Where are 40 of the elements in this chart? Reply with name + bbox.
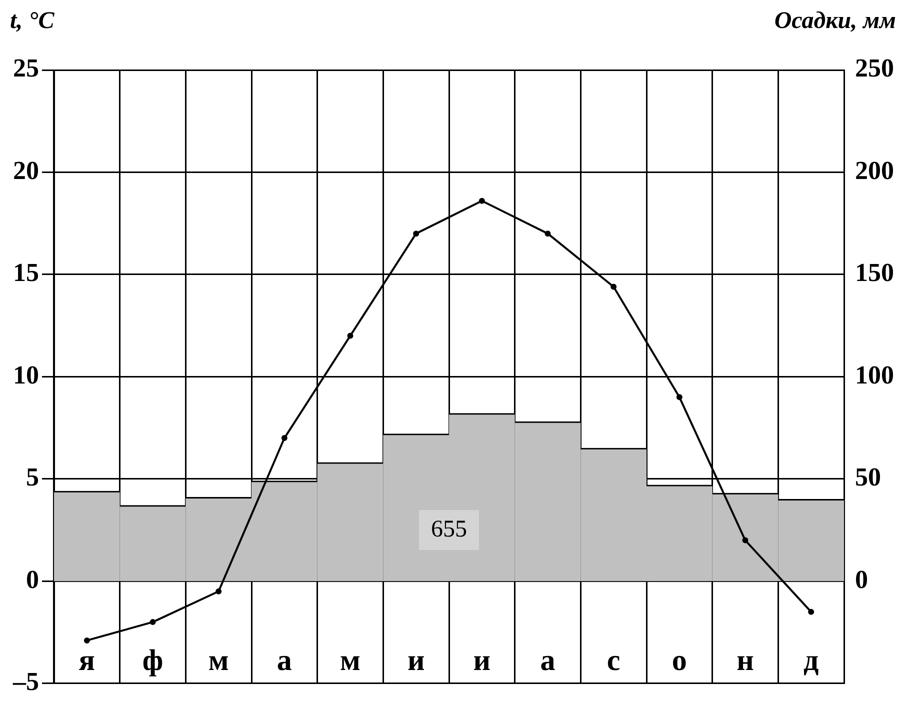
y2-tick-label: 250 xyxy=(855,54,894,83)
point xyxy=(413,230,420,237)
point xyxy=(610,284,617,290)
y-tick-label: 5 xyxy=(26,462,39,492)
x-tick-label: н xyxy=(736,644,754,678)
point xyxy=(544,230,551,237)
x-tick-label: ф xyxy=(142,644,164,678)
x-tick-label: я xyxy=(78,644,96,678)
x-tick-label: с xyxy=(606,644,620,678)
point xyxy=(478,198,485,204)
point xyxy=(808,608,814,615)
x-tick-label: о xyxy=(672,644,687,678)
point xyxy=(676,394,682,400)
y2-tick-label: 0 xyxy=(855,564,868,594)
y-tick-label: 10 xyxy=(13,360,39,390)
y-tick-label: 0 xyxy=(26,564,39,594)
y-tick-label: 15 xyxy=(13,258,39,288)
y2-tick-label: 50 xyxy=(855,462,881,492)
point xyxy=(150,619,156,626)
point xyxy=(347,332,354,339)
y-tick-label: 25 xyxy=(13,54,39,83)
y2-tick-label: 150 xyxy=(855,258,894,288)
y-tick-label: 20 xyxy=(13,156,39,185)
y2-axis-title: Осадки, мм xyxy=(774,8,896,34)
point xyxy=(281,435,288,442)
y-tick-label: –5 xyxy=(12,667,39,696)
annotation: 655 xyxy=(431,516,467,542)
x-tick-label: и xyxy=(407,644,425,678)
point xyxy=(84,637,90,644)
x-tick-label: и xyxy=(473,644,491,678)
x-tick-label: м xyxy=(208,644,229,678)
x-tick-label: м xyxy=(340,644,360,678)
x-tick-label: д xyxy=(803,644,819,678)
y2-tick-label: 200 xyxy=(855,156,894,185)
x-tick-label: а xyxy=(540,644,556,678)
y2-tick-label: 100 xyxy=(855,360,894,390)
point xyxy=(216,588,222,594)
y-axis-title: t, °C xyxy=(10,8,56,34)
point xyxy=(742,537,748,544)
x-tick-label: а xyxy=(276,644,292,678)
